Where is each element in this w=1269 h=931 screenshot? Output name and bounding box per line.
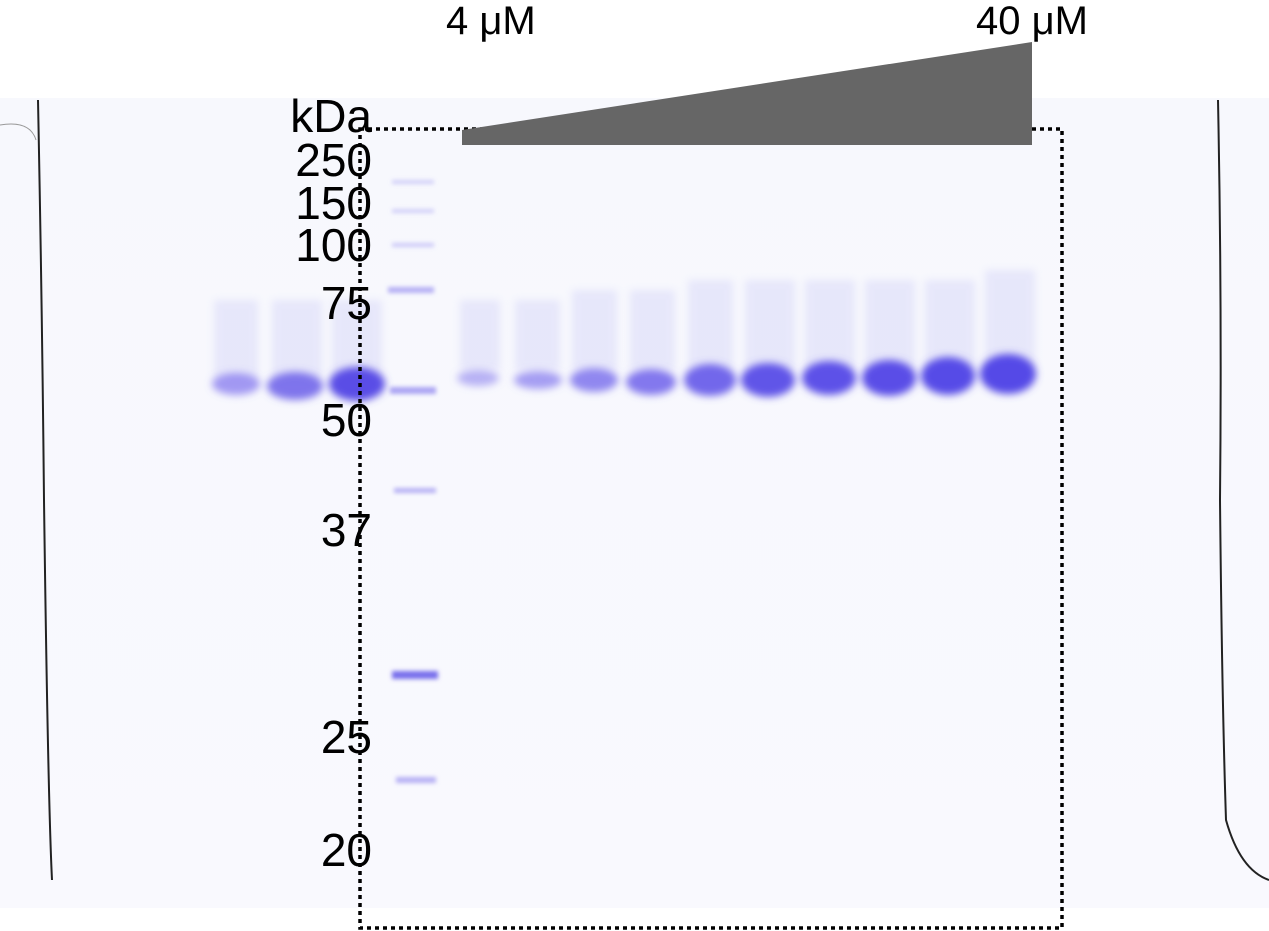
marker-label: 50 [321,394,372,446]
concentration-wedge [462,42,1032,145]
marker-label: 250 [295,134,372,186]
sample-bands [212,354,1036,401]
gel [0,98,1269,908]
marker-label: 20 [321,824,372,876]
ladder-bands [388,180,438,783]
marker-label: 25 [321,711,372,763]
gel-edge [0,123,37,141]
unit-label: kDa [290,90,372,142]
marker-labels: 250 150 100 75 50 37 25 20 [295,134,372,876]
lane-smears [214,270,1035,380]
gel-edge [37,99,53,881]
marker-label: 150 [295,177,372,229]
region-box [358,127,1064,930]
marker-label: 37 [321,504,372,556]
low-concentration-label: 4 μM [446,0,536,43]
marker-label: 100 [295,219,372,271]
high-concentration-label: 40 μM [976,0,1088,43]
marker-label: 75 [321,277,372,329]
gel-edge [1217,99,1269,881]
